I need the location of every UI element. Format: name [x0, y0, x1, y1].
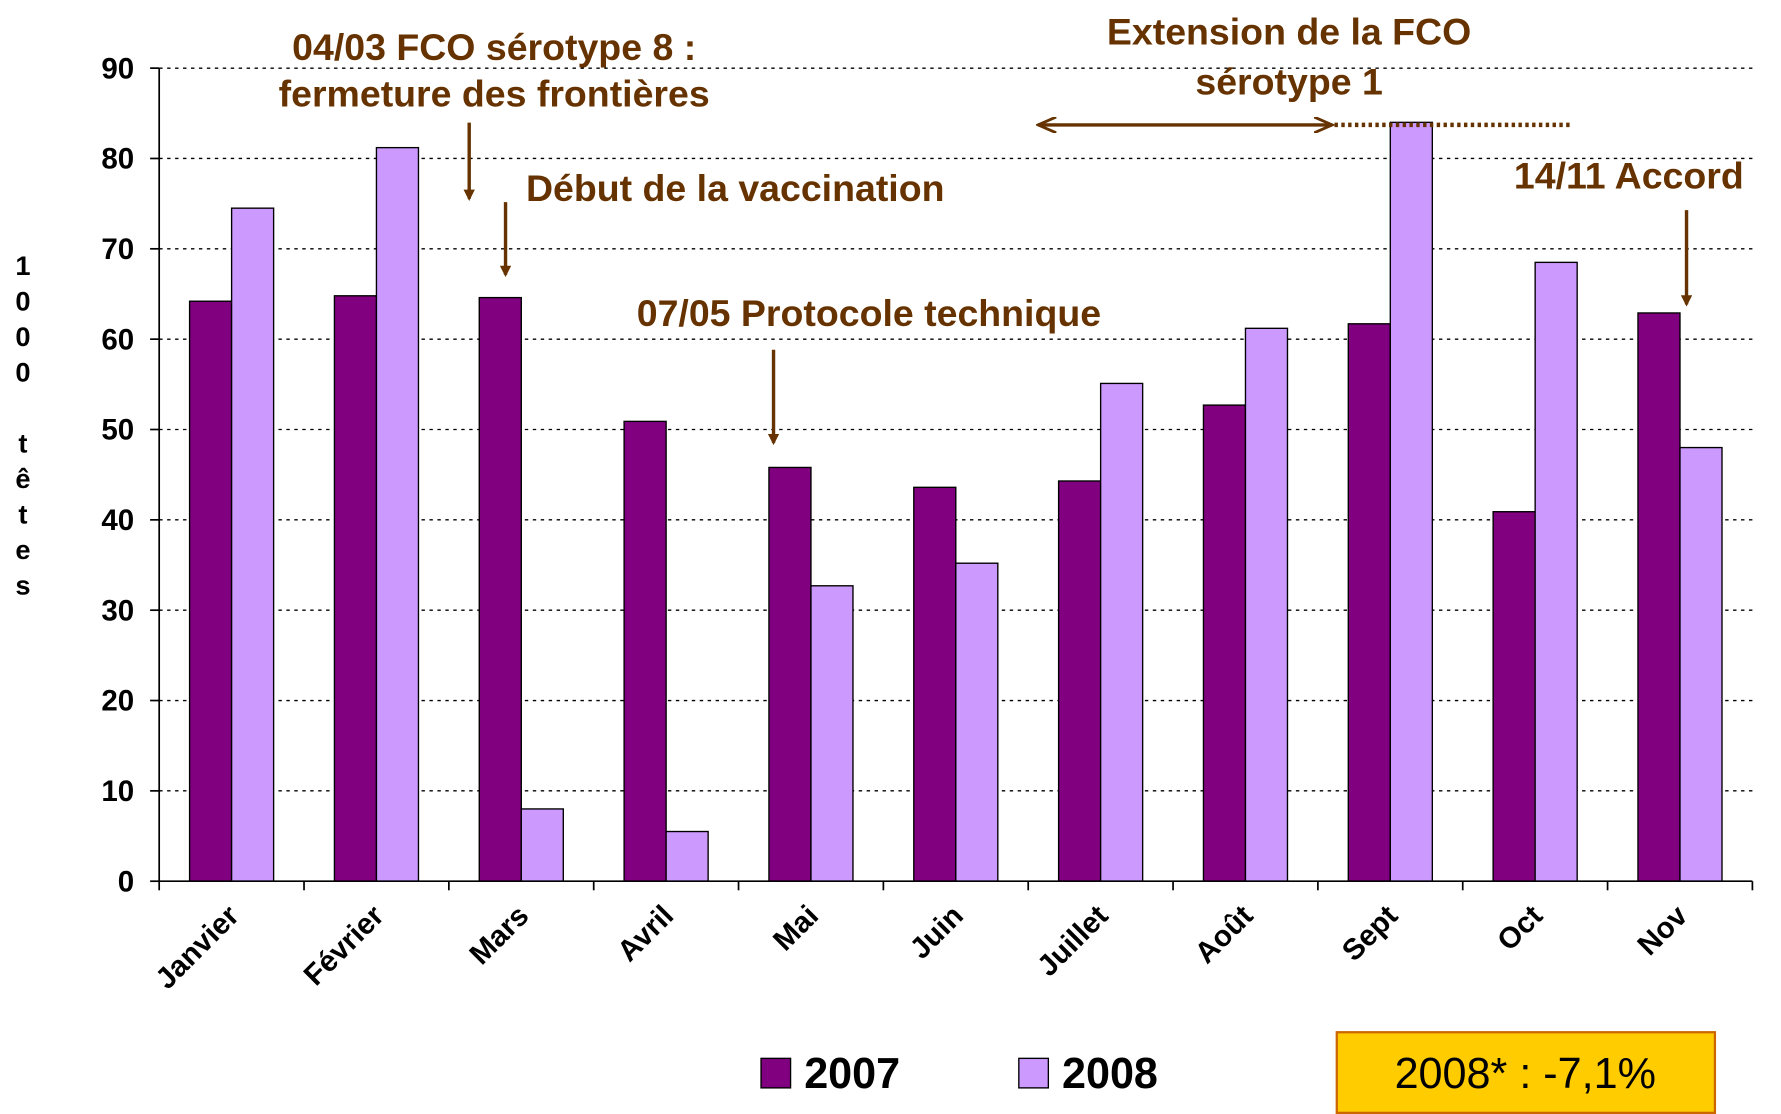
- bar: [188, 300, 233, 882]
- bar: [520, 808, 564, 882]
- x-tick-label: Avril: [611, 899, 680, 968]
- plot-area: 0 10 20 30 40 50 60 70 80 90 Janvier Février Mars Avr…: [101, 52, 1754, 1098]
- y-tick-label: 80: [101, 143, 134, 176]
- bar: [623, 420, 667, 882]
- x-tick-label: Sept: [1336, 899, 1405, 968]
- legend-swatch: [1018, 1057, 1050, 1089]
- bar: [1244, 327, 1289, 882]
- bar: [1057, 480, 1102, 882]
- x-tick-label: Août: [1189, 899, 1260, 970]
- annotation: 04/03 FCO sérotype 8 :: [292, 26, 696, 68]
- x-tick-label: Mai: [767, 899, 825, 957]
- legend-label: 2008: [1062, 1050, 1158, 1098]
- bar: [1099, 382, 1144, 882]
- note-box: [1335, 1031, 1717, 1114]
- annotation: Début de la vaccination: [526, 167, 945, 209]
- x-tick-label: Janvier: [149, 899, 246, 996]
- y-tick-label: 40: [101, 504, 134, 537]
- bar: [478, 296, 522, 882]
- x-tick-label: Février: [298, 899, 391, 992]
- y-tick-label: 60: [101, 323, 134, 356]
- y-tick-label: 70: [101, 233, 134, 266]
- annotation: sérotype 1: [1195, 60, 1382, 102]
- x-tick-label: Nov: [1631, 899, 1694, 962]
- bar: [1492, 511, 1536, 882]
- y-tick-label: 10: [101, 775, 134, 808]
- bar: [375, 146, 420, 882]
- bar: [955, 562, 999, 882]
- bar: [1347, 323, 1391, 882]
- x-tick-label: Juillet: [1031, 899, 1115, 983]
- bar: [1534, 261, 1578, 882]
- annotation: 14/11 Accord: [1514, 155, 1744, 197]
- bar: [665, 830, 709, 882]
- bar: [768, 466, 812, 882]
- y-tick-label: 50: [101, 414, 134, 447]
- bar: [1679, 446, 1723, 882]
- x-tick-label: Juin: [904, 899, 970, 965]
- legend-swatch: [760, 1057, 792, 1089]
- y-tick-label: 0: [118, 865, 134, 898]
- bar: [1202, 404, 1247, 882]
- bar: [810, 585, 854, 882]
- bar: [333, 295, 378, 882]
- annotation: 07/05 Protocole technique: [637, 292, 1101, 334]
- y-tick-label: 30: [101, 594, 134, 627]
- y-tick-label: 90: [101, 52, 134, 85]
- legend-label: 2007: [804, 1050, 900, 1098]
- x-tick-label: Oct: [1491, 899, 1549, 957]
- bar: [913, 486, 957, 882]
- annotation: Extension de la FCO: [1107, 10, 1471, 52]
- y-axis-label: 1000 têtes: [7, 250, 38, 605]
- bar: [1389, 121, 1434, 882]
- note: 2008* : -7,1%: [1395, 1050, 1656, 1098]
- x-tick-label: Mars: [463, 899, 535, 971]
- bar: [1637, 312, 1681, 882]
- bar: [230, 207, 275, 882]
- annotation: fermeture des frontières: [279, 73, 710, 115]
- y-tick-label: 20: [101, 685, 134, 718]
